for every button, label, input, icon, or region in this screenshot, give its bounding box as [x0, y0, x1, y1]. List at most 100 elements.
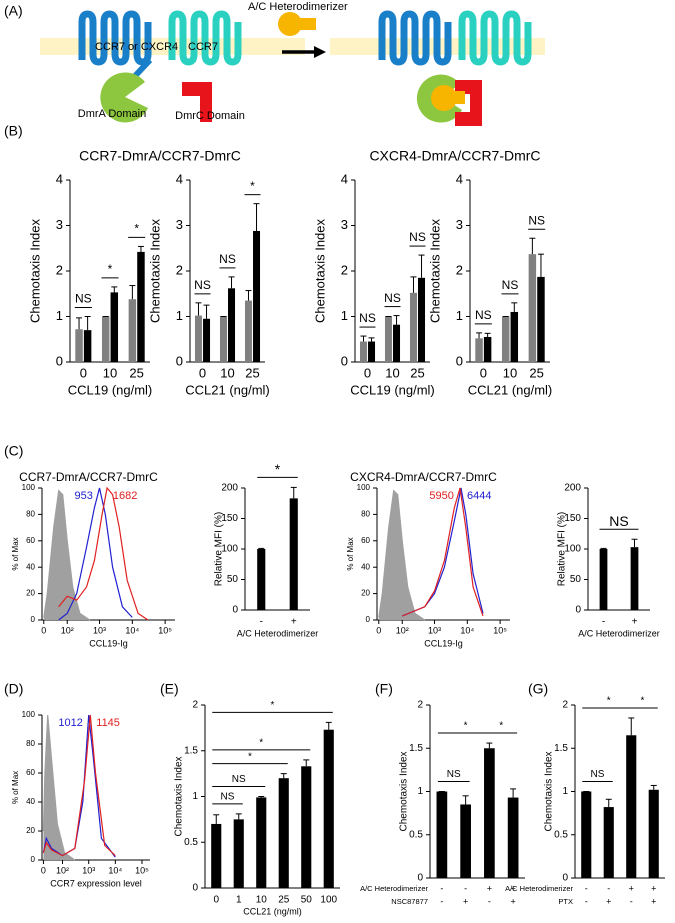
mfi-label: 1012 — [58, 717, 82, 729]
condition-sign: - — [440, 883, 443, 893]
y-tick-label: 40 — [361, 562, 370, 571]
y-tick-label: 1 — [56, 308, 63, 323]
significance-label: * — [607, 696, 611, 707]
x-tick-label: 10⁴ — [125, 625, 139, 635]
x-axis-label: A/C Heterodimerizer — [237, 628, 319, 638]
y-tick-label: 0 — [31, 615, 36, 624]
x-tick-label: 10 — [503, 365, 517, 380]
significance-label: * — [499, 721, 503, 732]
y-tick-label: 1 — [417, 786, 423, 797]
y-tick-label: 4 — [56, 171, 63, 186]
significance-label: NS — [591, 769, 605, 780]
x-axis-label: CCL21 (ng/ml) — [185, 382, 270, 397]
y-tick-label: 20 — [26, 589, 35, 598]
bar — [626, 735, 637, 878]
significance-label: NS — [221, 792, 235, 803]
y-axis-label: Relative MFI (%) — [214, 512, 225, 586]
bar — [110, 292, 119, 362]
y-tick-label: 100 — [221, 544, 238, 555]
y-tick-label: 0.5 — [409, 829, 423, 840]
condition-label: NSC87877 — [391, 897, 428, 906]
y-tick-label: 60 — [361, 536, 370, 545]
bar — [418, 277, 426, 362]
ligand-icon — [447, 91, 465, 104]
y-tick-label: 1.5 — [554, 743, 568, 754]
condition-sign: + — [487, 883, 492, 893]
significance-label: * — [641, 696, 645, 707]
bar — [194, 315, 202, 362]
group-title: CCR7-DmrA/CCR7-DmrC — [79, 148, 241, 164]
y-tick-label: 100 — [22, 483, 36, 492]
y-tick-label: 0 — [417, 873, 423, 884]
bar — [278, 778, 289, 888]
x-tick-label: 25 — [129, 365, 143, 380]
receptor — [168, 10, 242, 66]
y-tick-label: 100 — [22, 710, 36, 719]
x-tick-label: 25 — [245, 365, 259, 380]
diagram-label: CCR7 or CXCR4 — [95, 41, 178, 53]
receptor — [378, 10, 452, 66]
receptor — [78, 10, 152, 66]
x-tick-label: - — [260, 617, 263, 628]
bar — [510, 311, 519, 362]
bar — [475, 338, 483, 362]
y-tick-label: 2 — [56, 262, 63, 277]
x-axis-label: CCR7 expression level — [50, 878, 142, 888]
bar — [233, 819, 244, 888]
significance-label: NS — [359, 311, 376, 325]
y-tick-label: 0.5 — [554, 829, 568, 840]
mfi-label: 953 — [74, 490, 92, 502]
y-tick-label: 50 — [570, 574, 582, 585]
condition-sign: - — [488, 896, 491, 906]
x-tick-label: 10⁵ — [135, 865, 149, 875]
panel-label: (E) — [160, 681, 179, 697]
panel-label: (D) — [4, 681, 23, 697]
bar — [460, 804, 471, 878]
x-tick-label: 10² — [61, 625, 74, 635]
y-tick-label: 80 — [26, 510, 35, 519]
x-tick-label: 10 — [220, 365, 234, 380]
histogram-line — [42, 714, 116, 857]
y-tick-label: 80 — [26, 739, 35, 748]
histogram-line — [58, 486, 149, 621]
condition-sign: + — [629, 883, 634, 893]
bar — [630, 547, 639, 610]
bar — [128, 299, 137, 362]
x-axis-label: CCL21 (ng/ml) — [243, 906, 302, 916]
x-tick-label: 50 — [301, 895, 313, 906]
diagram-label: DmrC Domain — [175, 110, 245, 122]
significance-label: * — [248, 751, 252, 762]
histogram-line — [378, 489, 426, 621]
y-tick-label: 1 — [562, 786, 568, 797]
condition-label: PTX — [558, 897, 573, 906]
y-tick-label: 40 — [26, 797, 35, 806]
significance-label: * — [464, 721, 468, 732]
x-tick-label: 0 — [80, 365, 87, 380]
bar — [501, 316, 510, 362]
condition-sign: - — [585, 896, 588, 906]
y-axis-label: Chemotaxis Index — [544, 751, 555, 831]
x-tick-label: 10 — [385, 365, 399, 380]
x-axis-label: CCL19 (ng/ml) — [68, 382, 153, 397]
condition-sign: - — [464, 883, 467, 893]
y-tick-label: 3 — [176, 217, 183, 232]
diagram-label: DmrA Domain — [78, 108, 146, 120]
x-tick-label: 10⁴ — [108, 865, 122, 875]
y-tick-label: 40 — [26, 562, 35, 571]
ligand-icon — [296, 18, 316, 30]
x-axis-label: CCL21 (ng/ml) — [468, 382, 553, 397]
significance-label: NS — [502, 278, 519, 292]
y-tick-label: 150 — [564, 513, 581, 524]
y-tick-label: 60 — [26, 768, 35, 777]
x-tick-label: 10⁵ — [493, 625, 507, 635]
x-tick-label: + — [291, 617, 297, 628]
y-axis-label: % of Max — [346, 537, 355, 570]
bar — [244, 300, 252, 362]
y-tick-label: 2 — [417, 700, 423, 711]
diagram-label: CCR7 — [188, 41, 218, 53]
condition-sign: + — [606, 896, 611, 906]
mfi-label: 5950 — [429, 490, 453, 502]
bar — [603, 807, 614, 878]
histogram-line — [42, 714, 116, 858]
